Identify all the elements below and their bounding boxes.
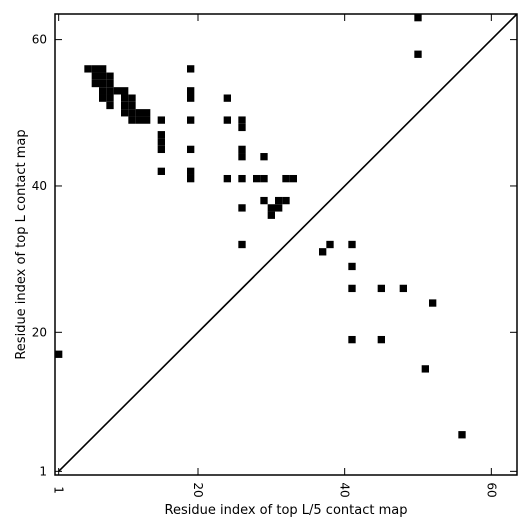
contact-cell-upper-left-35 bbox=[187, 116, 195, 124]
contact-cell-upper-left-39 bbox=[223, 94, 231, 102]
x-tick-label-60: 60 bbox=[484, 482, 498, 497]
y-tick-label-40: 40 bbox=[32, 179, 47, 193]
contact-cell-upper-left-18 bbox=[121, 101, 129, 110]
y-tick-label-1: 1 bbox=[39, 464, 47, 478]
contact-cell-upper-left-42 bbox=[238, 116, 246, 124]
contact-cell-upper-left-40 bbox=[223, 116, 231, 124]
contact-cell-upper-left-49 bbox=[253, 174, 261, 183]
contact-cell-upper-left-36 bbox=[187, 145, 195, 154]
contact-cell-upper-left-21 bbox=[128, 109, 136, 117]
contact-cell-upper-left-28 bbox=[157, 131, 165, 139]
contact-cell-upper-left-25 bbox=[135, 116, 143, 124]
contact-cell-upper-left-45 bbox=[238, 153, 246, 161]
contact-cell-upper-left-34 bbox=[187, 94, 195, 102]
contact-cell-upper-left-55 bbox=[275, 196, 283, 205]
contact-cell-lower-right-10 bbox=[421, 365, 429, 373]
contact-cell-upper-left-51 bbox=[260, 153, 268, 161]
contact-cell-upper-left-57 bbox=[282, 174, 290, 183]
contact-cell-upper-left-22 bbox=[135, 109, 143, 117]
contact-cell-upper-left-31 bbox=[157, 167, 165, 175]
x-axis-label: Residue index of top L/5 contact map bbox=[165, 503, 408, 518]
contact-cell-upper-left-24 bbox=[128, 116, 136, 124]
x-tick-label-20: 20 bbox=[191, 482, 205, 497]
contact-cell-upper-left-32 bbox=[187, 65, 195, 73]
contact-cell-upper-left-52 bbox=[260, 196, 268, 205]
contact-cells bbox=[55, 14, 466, 439]
contact-cell-upper-left-4 bbox=[99, 72, 107, 80]
contact-cell-upper-left-19 bbox=[128, 101, 136, 110]
contact-cell-upper-left-56 bbox=[275, 204, 283, 212]
contact-cell-upper-left-23 bbox=[143, 109, 151, 117]
contact-cell-upper-left-60 bbox=[55, 350, 63, 358]
contact-cell-upper-left-37 bbox=[187, 167, 195, 175]
contact-cell-upper-left-61 bbox=[414, 14, 422, 22]
contact-cell-upper-left-41 bbox=[223, 174, 231, 183]
contact-cell-upper-left-7 bbox=[99, 79, 107, 88]
contact-cell-upper-left-44 bbox=[238, 145, 246, 154]
contact-cell-upper-left-16 bbox=[128, 94, 136, 102]
contact-cell-upper-left-15 bbox=[121, 94, 129, 102]
x-tick-label-40: 40 bbox=[338, 482, 352, 497]
contact-cell-upper-left-33 bbox=[187, 87, 195, 95]
contact-cell-upper-left-1 bbox=[91, 65, 99, 73]
contact-cell-lower-right-2 bbox=[348, 240, 356, 249]
contact-cell-upper-left-10 bbox=[106, 87, 114, 95]
contact-cell-lower-right-1 bbox=[326, 240, 334, 249]
contact-cell-lower-right-3 bbox=[348, 262, 356, 271]
contact-cell-upper-left-6 bbox=[91, 79, 99, 88]
tick-labels: 1 20 40 60 1 20 40 60 bbox=[32, 33, 499, 498]
contact-cell-upper-left-17 bbox=[106, 101, 114, 110]
contact-cell-upper-left-5 bbox=[106, 72, 114, 80]
contact-cell-upper-left-38 bbox=[187, 174, 195, 183]
contact-cell-upper-left-27 bbox=[157, 116, 165, 124]
contact-cell-lower-right-9 bbox=[429, 299, 437, 307]
contact-cell-upper-left-47 bbox=[238, 204, 246, 212]
contact-cell-upper-left-12 bbox=[121, 87, 129, 95]
contact-cell-lower-right-4 bbox=[348, 284, 356, 293]
contact-cell-upper-left-9 bbox=[99, 87, 107, 95]
contact-cell-lower-right-8 bbox=[399, 284, 407, 293]
contact-cell-lower-right-11 bbox=[458, 431, 466, 439]
contact-cell-upper-left-26 bbox=[143, 116, 151, 124]
plot-frame bbox=[54, 13, 518, 476]
contact-cell-upper-left-13 bbox=[99, 94, 107, 102]
contact-cell-lower-right-7 bbox=[377, 335, 385, 344]
contact-cell-upper-left-30 bbox=[157, 145, 165, 154]
contact-cell-upper-left-29 bbox=[157, 138, 165, 146]
contact-cell-upper-left-48 bbox=[238, 240, 246, 249]
contact-cell-upper-left-54 bbox=[267, 211, 275, 219]
contact-cell-lower-right-6 bbox=[377, 284, 385, 293]
y-axis-label: Residue index of top L contact map bbox=[14, 129, 29, 359]
contact-cell-upper-left-43 bbox=[238, 123, 246, 132]
contact-cell-upper-left-58 bbox=[282, 196, 290, 205]
contact-cell-lower-right-0 bbox=[319, 248, 327, 256]
contact-cell-upper-left-62 bbox=[414, 50, 422, 58]
contact-cell-upper-left-2 bbox=[99, 65, 107, 73]
contact-cell-upper-left-0 bbox=[84, 65, 92, 73]
contact-cell-upper-left-3 bbox=[91, 72, 99, 80]
contact-cell-upper-left-20 bbox=[121, 109, 129, 117]
contact-cell-upper-left-8 bbox=[106, 79, 114, 88]
contact-cell-upper-left-46 bbox=[238, 174, 246, 183]
contact-cell-upper-left-50 bbox=[260, 174, 268, 183]
x-tick-label-1: 1 bbox=[52, 486, 66, 494]
y-tick-label-60: 60 bbox=[32, 33, 47, 47]
contact-cell-lower-right-5 bbox=[348, 335, 356, 344]
diagonal-line bbox=[58, 13, 518, 472]
contact-cell-upper-left-53 bbox=[267, 204, 275, 212]
contact-cell-upper-left-11 bbox=[113, 87, 121, 95]
contact-cell-upper-left-14 bbox=[106, 94, 114, 102]
contact-cell-upper-left-59 bbox=[289, 174, 297, 183]
tick-marks bbox=[55, 14, 517, 475]
y-tick-label-20: 20 bbox=[32, 325, 47, 339]
